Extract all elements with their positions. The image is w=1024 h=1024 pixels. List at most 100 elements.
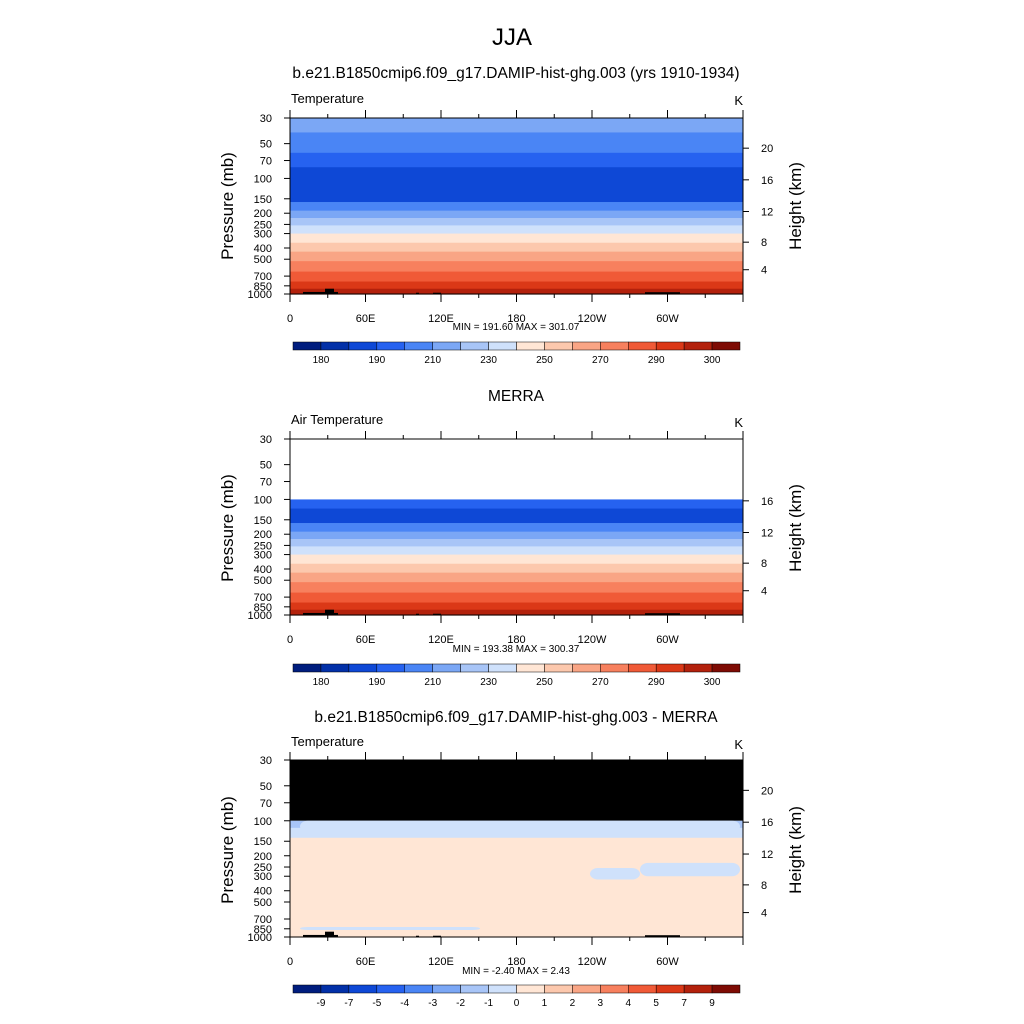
panel-2-left-label: Air Temperature	[291, 412, 383, 427]
contour-band	[290, 582, 743, 594]
y-tick-label: 150	[254, 515, 272, 527]
colorbar-swatch	[348, 984, 378, 994]
colorbar-label: 290	[648, 677, 665, 688]
colorbar-swatch	[460, 341, 489, 351]
panel-3-y2label: Height (km)	[786, 806, 805, 894]
topography	[433, 613, 441, 615]
contour-band	[290, 837, 743, 938]
colorbar-label: 230	[480, 677, 497, 688]
panel-3-units: K	[734, 737, 743, 752]
colorbar-swatch	[292, 663, 322, 673]
x-tick-label: 120E	[428, 313, 454, 325]
height-tick-label: 16	[761, 817, 773, 829]
colorbar-swatch	[348, 663, 378, 673]
colorbar-label: 270	[592, 677, 609, 688]
colorbar-swatch	[404, 341, 433, 351]
colorbar-label: 250	[536, 355, 553, 366]
y-tick-label: 50	[260, 460, 272, 472]
y-tick-label: 300	[254, 550, 272, 562]
colorbar-label: 4	[625, 998, 631, 1009]
y-tick-label: 100	[254, 494, 272, 506]
contour-band	[290, 251, 743, 262]
x-tick-label: 180	[507, 956, 525, 968]
colorbar-swatch	[655, 341, 685, 351]
contour-band	[290, 152, 743, 168]
x-tick-label: 120W	[578, 634, 607, 646]
panel-3-title: b.e21.B1850cmip6.f09_g17.DAMIP-hist-ghg.…	[314, 709, 718, 726]
panel-1-colorbar: 180 190 210 230 250 270 290 300	[292, 341, 741, 366]
colorbar-swatch	[404, 663, 433, 673]
x-tick-label: 0	[287, 634, 293, 646]
panel-3-left-label: Temperature	[291, 734, 364, 749]
colorbar-label: 290	[648, 355, 665, 366]
x-tick-label: 0	[287, 956, 293, 968]
height-tick-label: 4	[761, 586, 767, 598]
x-tick-label: 120E	[428, 634, 454, 646]
colorbar-swatch	[488, 984, 517, 994]
y-tick-label: 200	[254, 851, 272, 863]
x-tick-label: 120E	[428, 956, 454, 968]
contour-band	[290, 233, 743, 244]
colorbar-swatch	[432, 663, 461, 673]
colorbar-swatch	[655, 663, 685, 673]
contour-band	[290, 242, 743, 253]
contour-band	[290, 281, 743, 290]
colorbar-swatch	[544, 663, 573, 673]
colorbar-swatch	[376, 341, 405, 351]
contour-band	[290, 187, 743, 203]
contour-band	[290, 554, 743, 565]
y-tick-label: 50	[260, 781, 272, 793]
topography	[416, 935, 419, 937]
colorbar-label: 1	[542, 998, 548, 1009]
colorbar-swatch	[628, 984, 657, 994]
height-tick-label: 8	[761, 558, 767, 570]
y-tick-label: 70	[260, 798, 272, 810]
y-tick-label: 1000	[248, 289, 272, 301]
x-tick-label: 120W	[578, 313, 607, 325]
colorbar-swatch	[376, 984, 405, 994]
colorbar-swatch	[516, 663, 545, 673]
colorbar-label: 3	[598, 998, 604, 1009]
colorbar-swatch	[683, 984, 713, 994]
colorbar-label: 210	[424, 677, 441, 688]
x-tick-label: 60E	[356, 313, 376, 325]
colorbar-swatch	[544, 984, 573, 994]
colorbar-label: 270	[592, 355, 609, 366]
contour-band	[290, 225, 743, 235]
colorbar-swatch	[404, 984, 433, 994]
contour-band	[290, 261, 743, 273]
contour-patch	[590, 868, 640, 880]
height-tick-label: 12	[761, 207, 773, 219]
contour-band	[290, 572, 743, 583]
colorbar-label: 250	[536, 677, 553, 688]
colorbar-label: 180	[313, 355, 330, 366]
colorbar-swatch	[516, 984, 545, 994]
y-tick-label: 850	[254, 602, 272, 614]
colorbar-swatch	[320, 984, 350, 994]
panel-2-minmax: MIN = 193.38 MAX = 300.37	[453, 644, 580, 655]
panel-3: b.e21.B1850cmip6.f09_g17.DAMIP-hist-ghg.…	[218, 709, 805, 1009]
colorbar-swatch	[600, 984, 629, 994]
colorbar-swatch	[572, 984, 601, 994]
colorbar-swatch	[711, 984, 741, 994]
panel-3-minmax: MIN = -2.40 MAX = 2.43	[462, 966, 570, 977]
y-tick-label: 30	[260, 113, 272, 125]
colorbar-label: 5	[653, 998, 659, 1009]
y-tick-label: 400	[254, 243, 272, 255]
height-tick-label: 8	[761, 237, 767, 249]
panel-2-ylabel: Pressure (mb)	[218, 474, 237, 582]
contour-band	[290, 202, 743, 212]
colorbar-swatch	[488, 341, 517, 351]
contour-patch	[300, 926, 480, 930]
contour-band	[290, 531, 743, 540]
contour-band	[290, 563, 743, 574]
contour-band	[290, 592, 743, 604]
colorbar-label: 180	[313, 677, 330, 688]
y-tick-label: 500	[254, 254, 272, 266]
x-tick-label: 120W	[578, 956, 607, 968]
y-tick-label: 700	[254, 592, 272, 604]
colorbar-swatch	[432, 341, 461, 351]
topography	[325, 931, 334, 937]
colorbar-swatch	[460, 663, 489, 673]
panel-2-title: MERRA	[488, 388, 545, 405]
